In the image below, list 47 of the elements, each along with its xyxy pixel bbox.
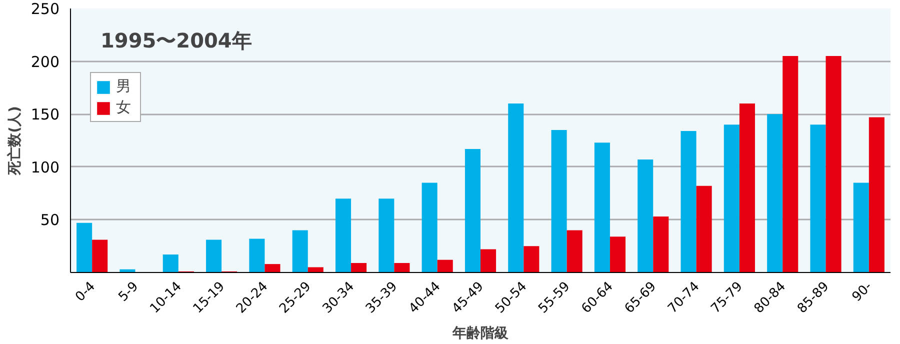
- x-tick-label: 5-9: [116, 279, 142, 305]
- bar: [826, 56, 842, 272]
- bar: [422, 182, 438, 272]
- bar: [292, 230, 308, 272]
- y-tick-label: 250: [30, 0, 60, 18]
- bar: [696, 186, 712, 272]
- bar: [464, 148, 480, 272]
- bar: [524, 246, 540, 272]
- bar: [594, 142, 610, 272]
- bar: [249, 238, 265, 272]
- y-tick-label: 50: [40, 211, 60, 230]
- legend-label: 男: [116, 77, 132, 96]
- x-tick-label: 90-: [850, 279, 876, 305]
- y-tick-label: 200: [30, 52, 60, 71]
- y-tick-label: 100: [30, 158, 60, 176]
- legend-label: 女: [116, 98, 132, 117]
- bar: [680, 130, 696, 272]
- bar: [782, 56, 798, 272]
- bar: [378, 198, 394, 272]
- bar: [76, 222, 92, 272]
- bar: [394, 262, 410, 272]
- bar: [653, 216, 669, 272]
- bar: [335, 198, 352, 272]
- bar: [351, 262, 367, 272]
- bar: [480, 249, 496, 272]
- bar: [551, 130, 567, 272]
- bar: [437, 260, 453, 272]
- x-tick-label: 0-4: [72, 279, 98, 305]
- bar: [853, 182, 869, 272]
- bar: [206, 240, 222, 272]
- bar: [92, 240, 108, 272]
- bar: [508, 104, 524, 272]
- text: 1995〜2004年: [100, 28, 252, 52]
- y-tick-label: 150: [30, 106, 60, 124]
- bar: [868, 117, 884, 272]
- bar: [610, 236, 626, 272]
- y-axis-title: 死亡数(人): [6, 106, 23, 176]
- bar: [264, 264, 280, 272]
- bar: [638, 160, 654, 272]
- bar: [739, 104, 755, 272]
- bar: [724, 124, 740, 272]
- x-axis-title: 年齢階級: [452, 325, 510, 342]
- bar: [810, 124, 826, 272]
- bar: [162, 254, 178, 272]
- bar: [308, 267, 324, 272]
- bar: [566, 230, 582, 272]
- bar: [767, 114, 783, 272]
